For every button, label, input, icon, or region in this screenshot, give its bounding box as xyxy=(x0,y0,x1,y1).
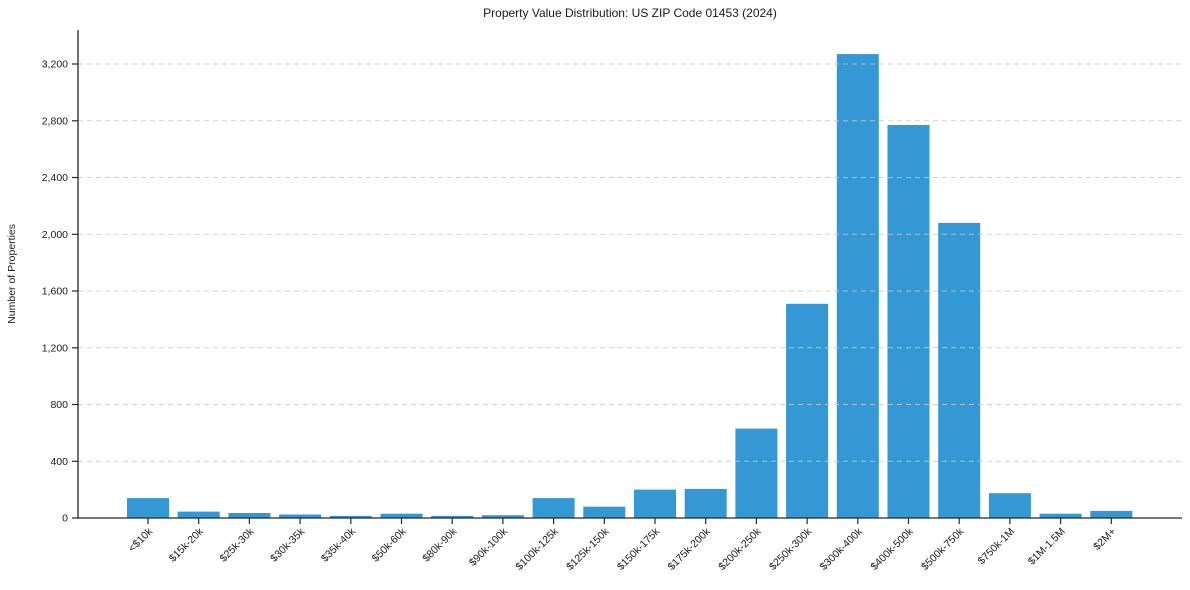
y-tick-label: 3,200 xyxy=(42,59,68,71)
y-tick-label: 1,200 xyxy=(42,342,68,354)
x-tick-label: $25k-30k xyxy=(217,525,257,565)
gridlines-group xyxy=(78,63,1182,462)
bar xyxy=(836,54,879,518)
bar xyxy=(329,515,372,518)
x-tick-label: $400k-500k xyxy=(868,525,916,573)
bar xyxy=(1039,513,1082,518)
bar xyxy=(127,498,169,518)
x-tick-label: $175k-200k xyxy=(666,525,714,573)
bar xyxy=(1090,510,1133,518)
bar xyxy=(735,428,778,518)
bar xyxy=(786,303,829,518)
y-tick-label: 2,000 xyxy=(42,229,68,241)
x-tick-label: <$10k xyxy=(126,525,155,554)
bar xyxy=(532,498,575,518)
bar xyxy=(988,493,1031,518)
y-tick-label: 1,600 xyxy=(42,286,68,298)
y-axis-label: Number of Properties xyxy=(6,224,18,324)
bar xyxy=(634,489,676,518)
bars-group xyxy=(127,54,1133,518)
bar xyxy=(228,513,271,518)
x-tick-label: $90k-100k xyxy=(467,525,511,569)
bar xyxy=(887,125,930,518)
x-tick-label: $80k-90k xyxy=(420,525,460,565)
x-tick-label: $30k-35k xyxy=(268,525,308,565)
x-tick-label: $35k-40k xyxy=(319,525,359,565)
x-tick-label: $300k-400k xyxy=(818,525,866,573)
y-axis-label-container: Number of Properties xyxy=(6,0,18,548)
bar xyxy=(380,513,423,518)
x-tick-label: $750k-1M xyxy=(976,526,1018,568)
chart-title: Property Value Distribution: US ZIP Code… xyxy=(483,6,777,20)
bar xyxy=(279,514,322,518)
x-tick-label: $50k-60k xyxy=(370,525,410,565)
x-tick-label: $1M-1.5M xyxy=(1026,526,1068,568)
y-tick-label: 800 xyxy=(50,399,68,411)
x-tick-label: $125k-150k xyxy=(564,525,612,573)
y-tick-label: 2,800 xyxy=(42,115,68,127)
bar xyxy=(431,515,474,518)
x-tick-label: $150k-175k xyxy=(615,525,663,573)
bar xyxy=(481,515,524,518)
x-tick-label: $200k-250k xyxy=(716,525,764,573)
x-tick-label: $250k-300k xyxy=(767,525,815,573)
x-tick-label: $100k-125k xyxy=(513,525,561,573)
bar xyxy=(583,506,626,518)
y-tick-label: 400 xyxy=(50,456,68,468)
bar xyxy=(177,511,220,518)
y-tick-label: 2,400 xyxy=(42,172,68,184)
y-tick-label: 0 xyxy=(62,513,68,525)
bar xyxy=(684,488,727,518)
x-tick-label: $500k-750k xyxy=(919,525,967,573)
x-tick-label: $15k-20k xyxy=(167,525,207,565)
axes-group: 0 400 800 1,200 1,600 2,000 2,400 2,800 3,200 <$1… xyxy=(42,30,1182,573)
x-tick-label: $2M+ xyxy=(1091,526,1118,553)
bar xyxy=(938,222,981,518)
